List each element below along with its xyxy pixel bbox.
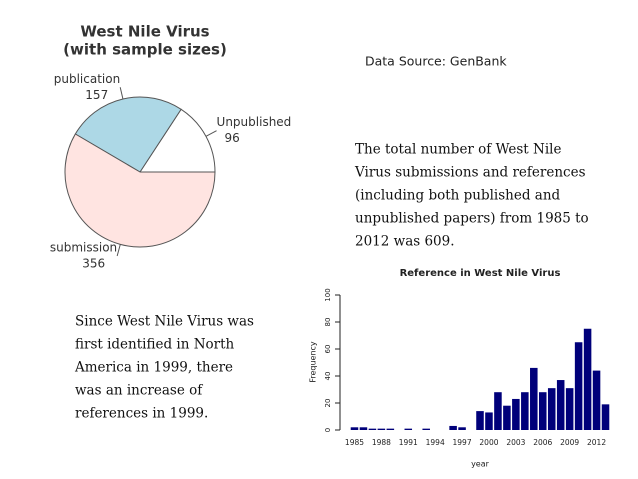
bar — [530, 367, 538, 430]
x-tick-label: 2003 — [506, 438, 525, 447]
note-line: Since West Nile Virus was — [75, 314, 254, 330]
x-tick-label: 1994 — [426, 438, 445, 447]
bar — [476, 411, 484, 430]
bar — [592, 370, 601, 430]
summary-line: unpublished papers) from 1985 to — [355, 211, 589, 227]
summary-line: Virus submissions and references — [354, 165, 586, 181]
summary-line: The total number of West Nile — [355, 142, 561, 158]
pie-label: publication — [54, 72, 120, 86]
pie-leader — [119, 87, 124, 100]
x-tick-label: 1997 — [453, 438, 472, 447]
y-tick-label: 100 — [324, 288, 332, 301]
pie-label: Unpublished — [217, 115, 292, 129]
bar — [601, 404, 610, 430]
x-tick-label: 2000 — [479, 438, 498, 447]
x-tick-label: 1991 — [399, 438, 418, 447]
pie-leader — [116, 244, 121, 257]
pie-value: 356 — [82, 256, 105, 270]
bar — [350, 427, 359, 430]
bar — [368, 428, 377, 430]
bar — [458, 427, 466, 430]
bar — [359, 427, 368, 430]
bar — [386, 428, 395, 430]
y-axis-label: Frequency — [309, 341, 318, 383]
pie-slice — [139, 108, 216, 173]
bar — [538, 392, 547, 430]
bar — [565, 388, 574, 430]
pie-leader — [205, 130, 217, 137]
summary-line: (including both published and — [355, 188, 561, 204]
bar — [574, 342, 583, 430]
x-tick-label: 2009 — [560, 438, 579, 447]
y-tick-label: 80 — [324, 318, 332, 327]
bar — [512, 398, 520, 430]
pie-title: West Nile Virus — [80, 23, 209, 41]
pie-subtitle: (with sample sizes) — [63, 41, 227, 59]
source: Data Source: GenBank — [365, 54, 507, 69]
bar — [377, 428, 386, 430]
x-tick-label: 2012 — [587, 438, 606, 447]
pie-value: 96 — [225, 131, 240, 145]
pie-slice — [74, 96, 182, 173]
note-line: was an increase of — [75, 383, 203, 399]
bar — [422, 428, 430, 430]
bar-title: Reference in West Nile Virus — [400, 268, 561, 279]
y-tick-label: 40 — [324, 372, 332, 381]
summary-line: 2012 was 609. — [355, 234, 455, 250]
x-tick-label: 1985 — [345, 438, 364, 447]
x-axis-label: year — [471, 460, 490, 469]
x-tick-label: 1988 — [372, 438, 391, 447]
bar — [494, 392, 502, 430]
pie-slice — [64, 133, 216, 248]
note-line: America in 1999, there — [74, 360, 233, 376]
bar — [583, 328, 592, 430]
x-tick-label: 2006 — [533, 438, 552, 447]
note-line: first identified in North — [75, 337, 235, 353]
y-tick-label: 0 — [324, 428, 332, 432]
bar — [503, 405, 511, 430]
note-line: references in 1999. — [75, 406, 208, 422]
y-tick-label: 20 — [324, 399, 332, 408]
pie-label: submission — [50, 240, 117, 254]
bar — [556, 380, 565, 430]
bar — [449, 425, 457, 430]
bar — [404, 428, 413, 430]
bar — [547, 388, 556, 430]
bar — [485, 412, 493, 430]
bar — [521, 392, 529, 430]
pie-value: 157 — [85, 88, 108, 102]
y-tick-label: 60 — [324, 345, 332, 354]
